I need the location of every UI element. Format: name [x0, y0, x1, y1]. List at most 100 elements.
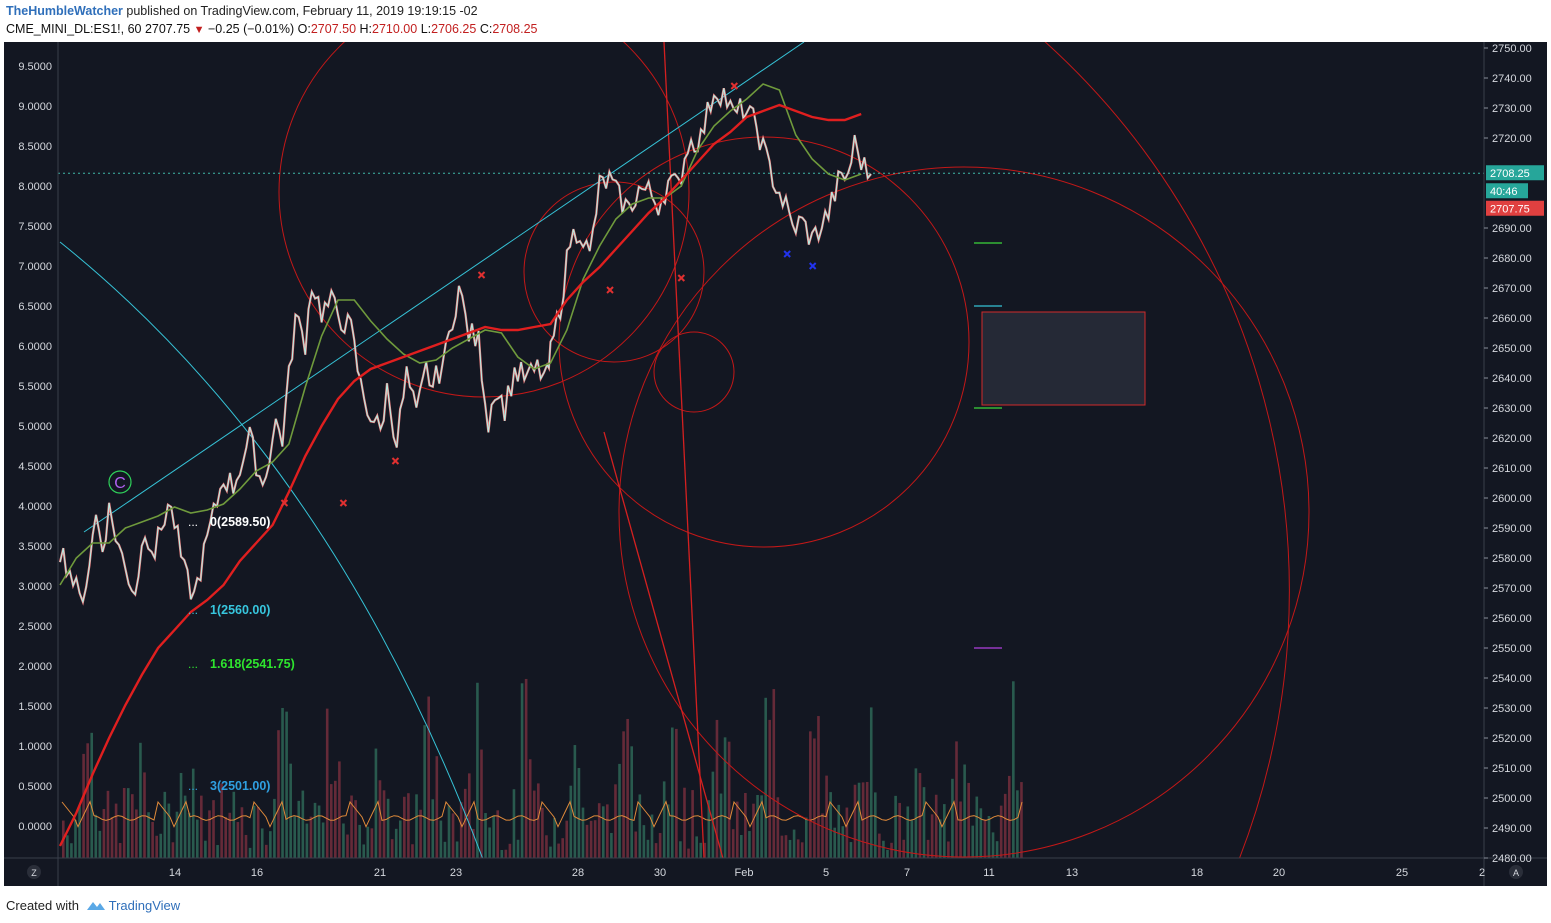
volume-bar [654, 843, 658, 858]
projection-dots: ... [188, 779, 198, 793]
volume-bar [804, 817, 808, 858]
swing-marker [677, 274, 686, 282]
volume-bar [244, 834, 248, 858]
volume-bar [151, 821, 154, 858]
volume-bar [971, 825, 975, 858]
diagonal-red-line [603, 431, 724, 858]
volume-bar [415, 794, 418, 858]
auto-scale-icon: A [1513, 868, 1519, 878]
zoom-reset-button[interactable] [27, 865, 41, 879]
volume-bar [833, 827, 836, 858]
volume-bar [910, 820, 914, 858]
volume-bar [829, 792, 832, 858]
volume-bar [817, 716, 820, 858]
volume-bar [472, 828, 475, 858]
volume-bar [874, 792, 877, 858]
right-tick-label: 2630.00 [1492, 403, 1532, 415]
projection-dots: ... [188, 657, 198, 671]
swing-marker [339, 499, 348, 507]
volume-bar [756, 794, 759, 858]
volume-bar [622, 731, 625, 858]
volume-bar [350, 795, 353, 858]
left-tick-label: 9.5000 [18, 61, 52, 73]
volume-bar [561, 838, 564, 858]
close-label: C: [479, 22, 493, 36]
volume-bar [427, 696, 430, 858]
outer-arc [1044, 42, 1290, 858]
volume-bar [179, 772, 183, 858]
volume-bar [131, 794, 134, 858]
volume-bar [593, 820, 597, 858]
volume-bar [204, 840, 207, 858]
volume-bar [679, 841, 682, 858]
volume-bar [955, 741, 958, 858]
volume-bar [459, 802, 463, 858]
volume-bar [297, 800, 301, 858]
volume-bar [809, 731, 812, 858]
chart-panel[interactable] [4, 42, 1547, 886]
volume-bar [565, 820, 569, 858]
volume-bar [269, 831, 272, 858]
price-chart[interactable]: C... 0(2589.50)... 1(2560.00)... 1.618(2541… [4, 42, 1547, 886]
right-tick-label: 2640.00 [1492, 373, 1532, 385]
volume-bar [212, 800, 215, 858]
right-tick-label: 2720.00 [1492, 133, 1532, 145]
right-tick-label: 2530.00 [1492, 703, 1532, 715]
volume-bar [943, 804, 946, 858]
volume-bar [313, 802, 317, 858]
volume-bar [995, 841, 999, 858]
right-tick-label: 2600.00 [1492, 493, 1532, 505]
volume-bar [764, 697, 767, 858]
fibonacci-circle [558, 136, 970, 548]
volume-bar [362, 844, 366, 858]
volume-bar [906, 806, 910, 858]
volume-bar [569, 785, 573, 858]
volume-bar [281, 707, 284, 858]
volume-bar [463, 788, 467, 858]
tradingview-link[interactable]: TradingView [108, 898, 181, 913]
author-link[interactable]: TheHumbleWatcher [6, 4, 123, 18]
open-value: 2707.50 [310, 22, 357, 36]
volume-bar [541, 807, 544, 858]
volume-bar [224, 816, 227, 858]
volume-bar [366, 826, 370, 858]
sma-slow-line [58, 103, 862, 847]
high-label: H: [359, 22, 373, 36]
low-label: L: [420, 22, 432, 36]
x-tick-label: 16 [251, 867, 263, 879]
left-tick-label: 0.0000 [18, 821, 52, 833]
left-tick-label: 1.5000 [18, 701, 52, 713]
volume-bar [735, 801, 739, 858]
volume-bar [228, 812, 232, 858]
publish-line: TheHumbleWatcher published on TradingVie… [6, 4, 478, 18]
volume-bar [573, 745, 577, 858]
created-with-text: Created with [6, 898, 79, 913]
right-tick-label: 2730.00 [1492, 103, 1532, 115]
volume-bar [374, 748, 378, 858]
volume-bar [301, 790, 305, 858]
right-tick-label: 2750.00 [1492, 43, 1532, 55]
volume-bar [370, 828, 374, 858]
volume-bar [890, 842, 893, 858]
volume-bar [216, 845, 219, 858]
volume-bar [821, 813, 824, 858]
volume-bar [74, 819, 77, 858]
left-tick-label: 7.5000 [18, 221, 52, 233]
auto-scale-button[interactable] [1509, 865, 1523, 879]
volume-bar [784, 835, 788, 858]
volume-bar [126, 788, 130, 858]
volume-bar [447, 805, 451, 858]
volume-bar [183, 795, 187, 858]
volume-bar [78, 805, 81, 858]
volume-bar [265, 844, 268, 858]
swing-marker [606, 286, 614, 294]
volume-bar [898, 802, 901, 858]
volume-bar [658, 833, 662, 858]
volume-bar [642, 825, 646, 858]
price-tag-label: 40:46 [1490, 186, 1518, 198]
right-tick-label: 2490.00 [1492, 823, 1532, 835]
volume-bar [114, 803, 118, 858]
volume-bar [776, 797, 780, 858]
right-tick-label: 2580.00 [1492, 553, 1532, 565]
volume-bar [139, 742, 142, 858]
